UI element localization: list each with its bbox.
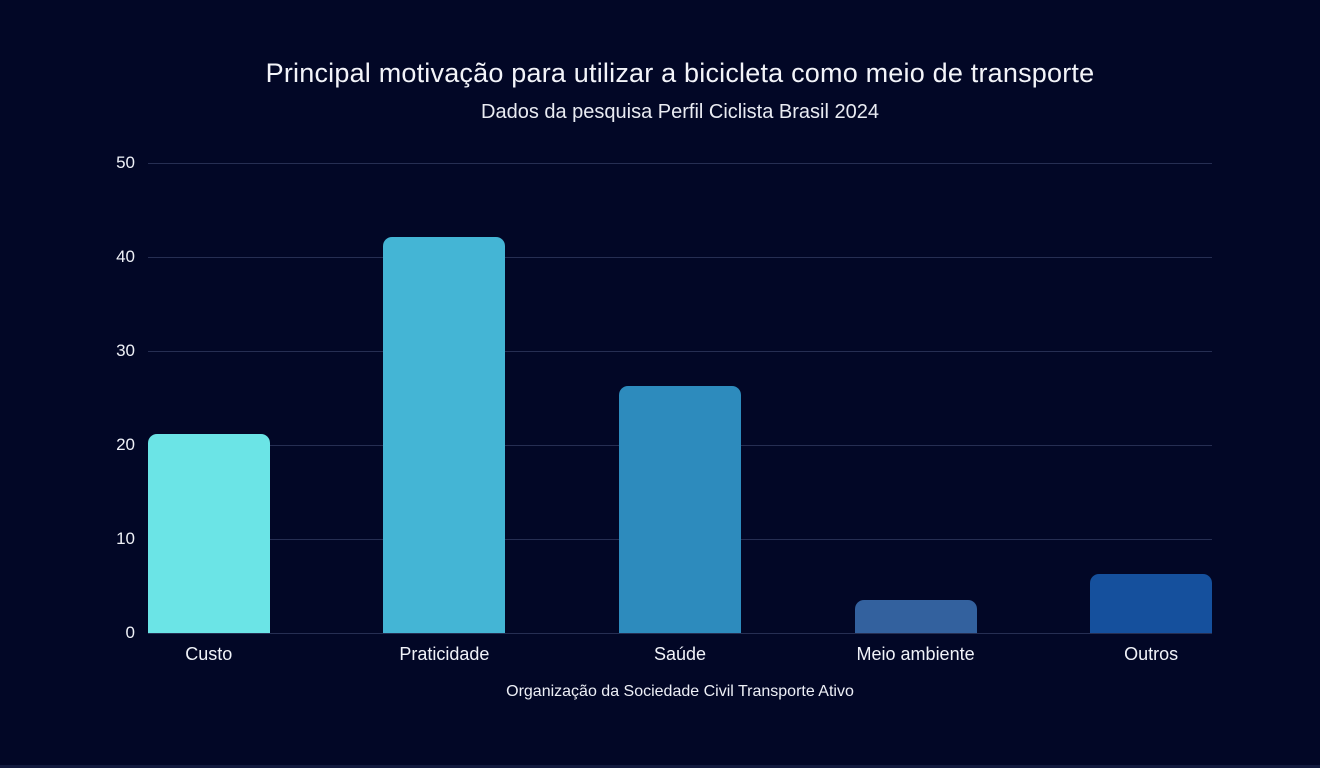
x-tick-outros: Outros <box>1124 644 1179 664</box>
bar-custo <box>147 433 270 633</box>
bar-chart <box>91 163 1269 633</box>
y-axis-labels: 0 10 20 30 40 50 <box>0 0 135 768</box>
gridline-40 <box>148 257 1212 258</box>
gridline-50 <box>148 163 1212 164</box>
y-tick-50: 50 <box>116 153 135 172</box>
x-tick-praticidade: Praticidade <box>399 644 490 664</box>
band-saude <box>562 163 798 633</box>
band-praticidade <box>327 163 563 633</box>
x-tick-meio-ambiente: Meio ambiente <box>856 644 975 664</box>
gridline-0 <box>148 633 1212 634</box>
chart-title: Principal motivação para utilizar a bici… <box>265 58 1095 88</box>
gridline-30 <box>148 351 1212 352</box>
bar-outros <box>1090 573 1213 633</box>
band-custo <box>91 163 327 633</box>
band-meio-ambiente <box>798 163 1034 633</box>
bar-meio-ambiente <box>854 600 977 633</box>
y-tick-10: 10 <box>116 529 135 548</box>
y-tick-20: 20 <box>116 435 135 454</box>
y-tick-40: 40 <box>116 247 135 266</box>
bottom-edge-divider <box>0 765 1320 768</box>
bar-praticidade <box>383 237 506 633</box>
chart-header: Principal motivação para utilizar a bici… <box>40 0 1320 124</box>
x-tick-custo: Custo <box>185 644 233 664</box>
bar-saude <box>618 385 741 633</box>
chart-subtitle: Dados da pesquisa Perfil Ciclista Brasil… <box>481 101 879 123</box>
chart-caption: Organização da Sociedade Civil Transport… <box>506 683 854 700</box>
band-outros <box>1033 163 1269 633</box>
y-tick-0: 0 <box>125 623 135 642</box>
x-axis-labels: Custo Praticidade Saúde Meio ambiente Outros <box>91 644 1269 665</box>
x-tick-saude: Saúde <box>653 644 707 664</box>
y-tick-30: 30 <box>116 341 135 360</box>
